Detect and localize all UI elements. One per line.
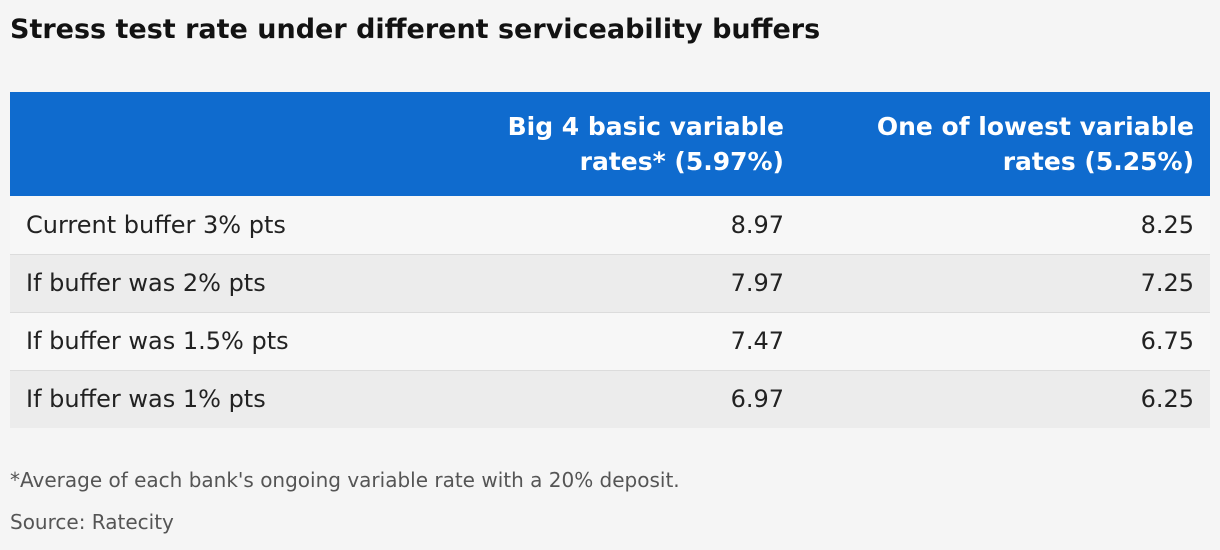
cell-lowest: 6.75 <box>800 311 1210 370</box>
table-header: Big 4 basic variable rates* (5.97%) One … <box>10 92 1210 196</box>
row-label: If buffer was 2% pts <box>10 253 430 312</box>
header-cell-big4: Big 4 basic variable rates* (5.97%) <box>507 112 784 176</box>
cell-lowest: 6.25 <box>800 369 1210 428</box>
table-body: Current buffer 3% pts 8.97 8.25 If buffe… <box>10 196 1210 428</box>
table-row: Current buffer 3% pts 8.97 8.25 <box>10 196 1210 254</box>
rates-table: Big 4 basic variable rates* (5.97%) One … <box>10 92 1210 428</box>
header-row: Big 4 basic variable rates* (5.97%) One … <box>10 92 1210 196</box>
cell-big4: 6.97 <box>430 369 800 428</box>
header-cell-label <box>10 92 430 196</box>
cell-big4: 8.97 <box>730 210 784 239</box>
footnote: *Average of each bank's ongoing variable… <box>10 468 680 492</box>
rates-table-container: Big 4 basic variable rates* (5.97%) One … <box>10 92 1210 428</box>
table-row: If buffer was 2% pts 7.97 7.25 <box>10 253 1210 312</box>
row-label: Current buffer 3% pts <box>26 210 286 239</box>
header-cell-lowest: One of lowest variable rates (5.25%) <box>876 112 1194 176</box>
table-row: If buffer was 1% pts 6.97 6.25 <box>10 369 1210 428</box>
table-row: If buffer was 1.5% pts 7.47 6.75 <box>10 311 1210 370</box>
chart-title: Stress test rate under different service… <box>10 14 821 45</box>
row-label: If buffer was 1% pts <box>10 369 430 428</box>
row-label: If buffer was 1.5% pts <box>10 311 430 370</box>
cell-big4: 7.47 <box>430 311 800 370</box>
source-credit: Source: Ratecity <box>10 510 174 534</box>
cell-lowest: 7.25 <box>800 253 1210 312</box>
cell-big4: 7.97 <box>430 253 800 312</box>
cell-lowest: 8.25 <box>1140 210 1194 239</box>
